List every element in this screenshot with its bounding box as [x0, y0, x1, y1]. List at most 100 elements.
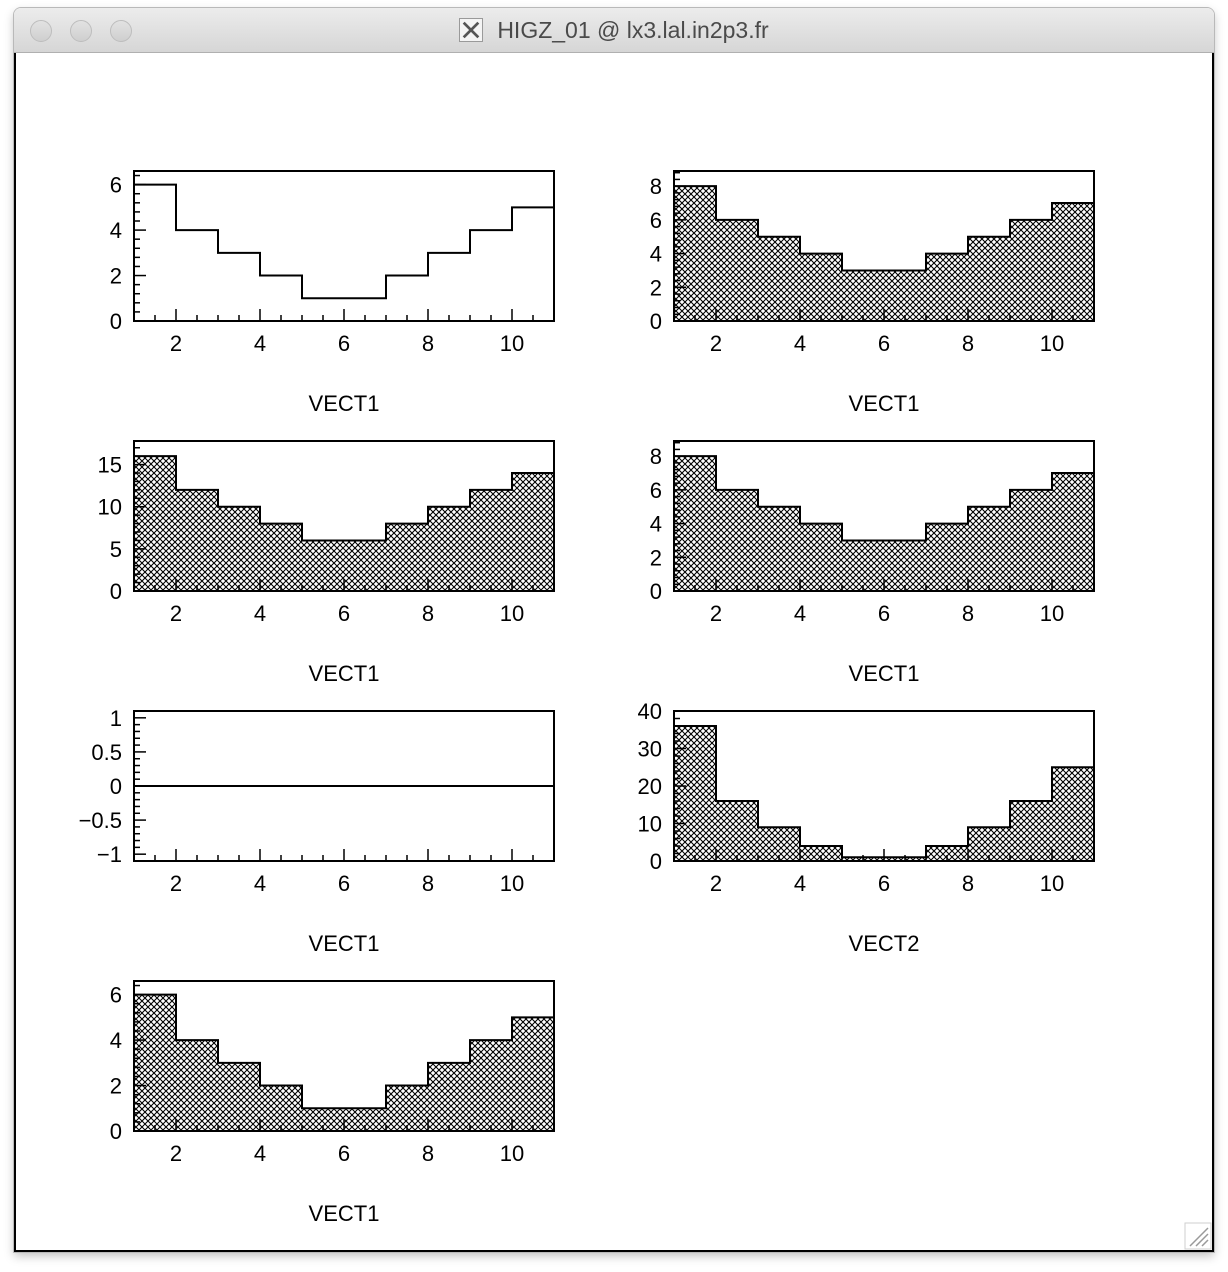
histogram-bar: [1010, 219, 1052, 321]
histogram-bar: [218, 506, 260, 591]
y-tick-label: 8: [650, 174, 662, 199]
y-tick-label: 4: [650, 242, 662, 267]
histogram-bar: [968, 506, 1010, 591]
y-tick-label: 2: [650, 275, 662, 300]
histogram-panel-2: 2 4 6 8 10 0 2 4 6 8 VECT1: [650, 170, 1095, 416]
y-tick-label: 6: [110, 173, 122, 198]
y-tick-label: 6: [650, 478, 662, 503]
x-tick-label: 10: [500, 871, 524, 896]
x-tick-label: 10: [500, 1141, 524, 1166]
zoom-button-icon[interactable]: [110, 20, 132, 42]
y-tick-label: 0: [650, 849, 662, 874]
histogram-step-line: [133, 455, 555, 591]
x-axis-label: VECT1: [309, 1201, 380, 1226]
histogram-bar: [842, 270, 884, 321]
y-tick-label: 1: [110, 706, 122, 731]
y-tick-label: 20: [638, 774, 662, 799]
resize-grip-icon[interactable]: [1184, 1222, 1212, 1250]
x-tick-label: 2: [710, 601, 722, 626]
histogram-bar: [512, 473, 554, 591]
x-tick-label: 6: [338, 871, 350, 896]
x-axis-label: VECT2: [849, 931, 920, 956]
histogram-bar: [716, 801, 758, 861]
y-tick-label: 0: [110, 579, 122, 604]
x-tick-label: 2: [170, 1141, 182, 1166]
plot-canvas: 2 4 6 8 10 0 2 4 6 VECT1 2 4 6 8 10 0 2 4 6 8 VECT1 2 4 6 8 10 0 5 1…: [14, 53, 1214, 1252]
histogram-bar: [428, 1062, 470, 1131]
x-tick-label: 8: [422, 601, 434, 626]
histogram-bar: [758, 236, 800, 321]
x-axis-label: VECT1: [309, 391, 380, 416]
histogram-bar: [1010, 489, 1052, 591]
histogram-panel-4: 2 4 6 8 10 0 2 4 6 8 VECT1: [650, 440, 1095, 686]
x-tick-label: 4: [794, 871, 806, 896]
histogram-bar: [176, 1040, 218, 1131]
histogram-bar: [884, 540, 926, 591]
y-tick-label: 5: [110, 537, 122, 562]
x-axis-label: VECT1: [849, 661, 920, 686]
histogram-bar: [176, 489, 218, 591]
x-tick-label: 6: [338, 601, 350, 626]
y-tick-label: 30: [638, 737, 662, 762]
y-tick-label: 2: [110, 264, 122, 289]
y-tick-label: 6: [650, 208, 662, 233]
histogram-bar: [758, 506, 800, 591]
histogram-bar: [512, 1017, 554, 1131]
histogram-bar: [470, 489, 512, 591]
x-tick-label: 6: [878, 871, 890, 896]
x-tick-label: 4: [254, 871, 266, 896]
y-tick-label: 8: [650, 444, 662, 469]
window-title: HIGZ_01 @ lx3.lal.in2p3.fr: [497, 16, 769, 43]
histogram-bar: [1010, 801, 1052, 861]
histogram-bar: [926, 253, 968, 321]
histogram-panel-1: 2 4 6 8 10 0 2 4 6 VECT1: [110, 170, 555, 416]
histogram-step-line: [133, 183, 555, 321]
histogram-bar: [470, 1040, 512, 1131]
histogram-bar: [428, 506, 470, 591]
title-bar[interactable]: HIGZ_01 @ lx3.lal.in2p3.fr: [14, 8, 1214, 53]
x-tick-label: 2: [170, 331, 182, 356]
histogram-bar: [1052, 203, 1094, 321]
histogram-bar: [716, 219, 758, 321]
close-button-icon[interactable]: [30, 20, 52, 42]
x-tick-label: 2: [170, 601, 182, 626]
y-tick-label: 0.5: [91, 740, 122, 765]
x-tick-label: 4: [794, 331, 806, 356]
x-axis-label: VECT1: [309, 931, 380, 956]
x-tick-label: 4: [254, 601, 266, 626]
histogram-bar: [674, 726, 716, 861]
histogram-bar: [302, 540, 344, 591]
y-tick-label: 40: [638, 699, 662, 724]
histogram-panel-6: 2 4 6 8 10 0 10 20 30 40 VECT2: [638, 699, 1095, 956]
y-tick-label: 2: [650, 545, 662, 570]
histogram-panel-7: 2 4 6 8 10 0 2 4 6 VECT1: [110, 980, 555, 1226]
y-tick-label: 0: [650, 579, 662, 604]
y-tick-label: −1: [97, 842, 122, 867]
x-tick-label: 4: [254, 331, 266, 356]
y-tick-label: 0: [110, 774, 122, 799]
x-tick-label: 6: [878, 601, 890, 626]
minimize-button-icon[interactable]: [70, 20, 92, 42]
histogram-bar: [800, 846, 842, 861]
app-window: HIGZ_01 @ lx3.lal.in2p3.fr 2 4 6 8 10 0 2 4 6 VEC…: [14, 8, 1214, 1252]
histogram-step-line: [133, 993, 555, 1131]
y-tick-label: −0.5: [79, 808, 122, 833]
histogram-step-line: [673, 455, 1095, 591]
histogram-panel-3: 2 4 6 8 10 0 5 10 15 VECT1: [98, 440, 555, 686]
x-tick-label: 2: [710, 871, 722, 896]
y-tick-label: 0: [110, 1119, 122, 1144]
histogram-bar: [134, 456, 176, 591]
histogram-bar: [302, 1108, 344, 1131]
x-axis-label: VECT1: [309, 661, 380, 686]
histogram-bar: [134, 994, 176, 1131]
y-tick-label: 4: [650, 512, 662, 537]
histogram-bar: [800, 523, 842, 591]
histogram-bar: [926, 846, 968, 861]
x-tick-label: 8: [422, 1141, 434, 1166]
x-tick-label: 10: [1040, 871, 1064, 896]
x-tick-label: 8: [962, 871, 974, 896]
histogram-bar: [218, 1062, 260, 1131]
x11-icon: [459, 18, 484, 42]
histogram-bar: [716, 489, 758, 591]
